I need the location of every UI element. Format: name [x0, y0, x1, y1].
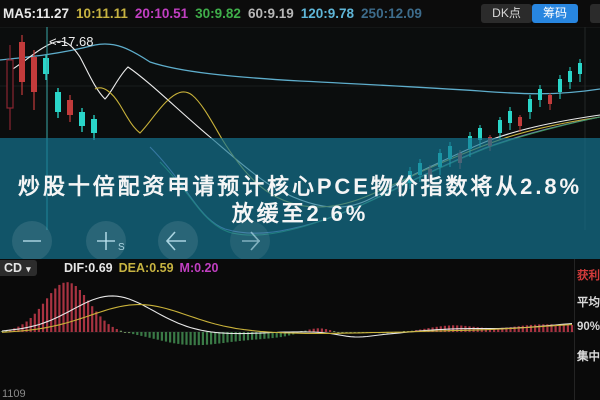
- svg-text:1109: 1109: [2, 388, 26, 400]
- svg-text:S: S: [118, 242, 125, 253]
- svg-text:<-17.68: <-17.68: [49, 34, 93, 49]
